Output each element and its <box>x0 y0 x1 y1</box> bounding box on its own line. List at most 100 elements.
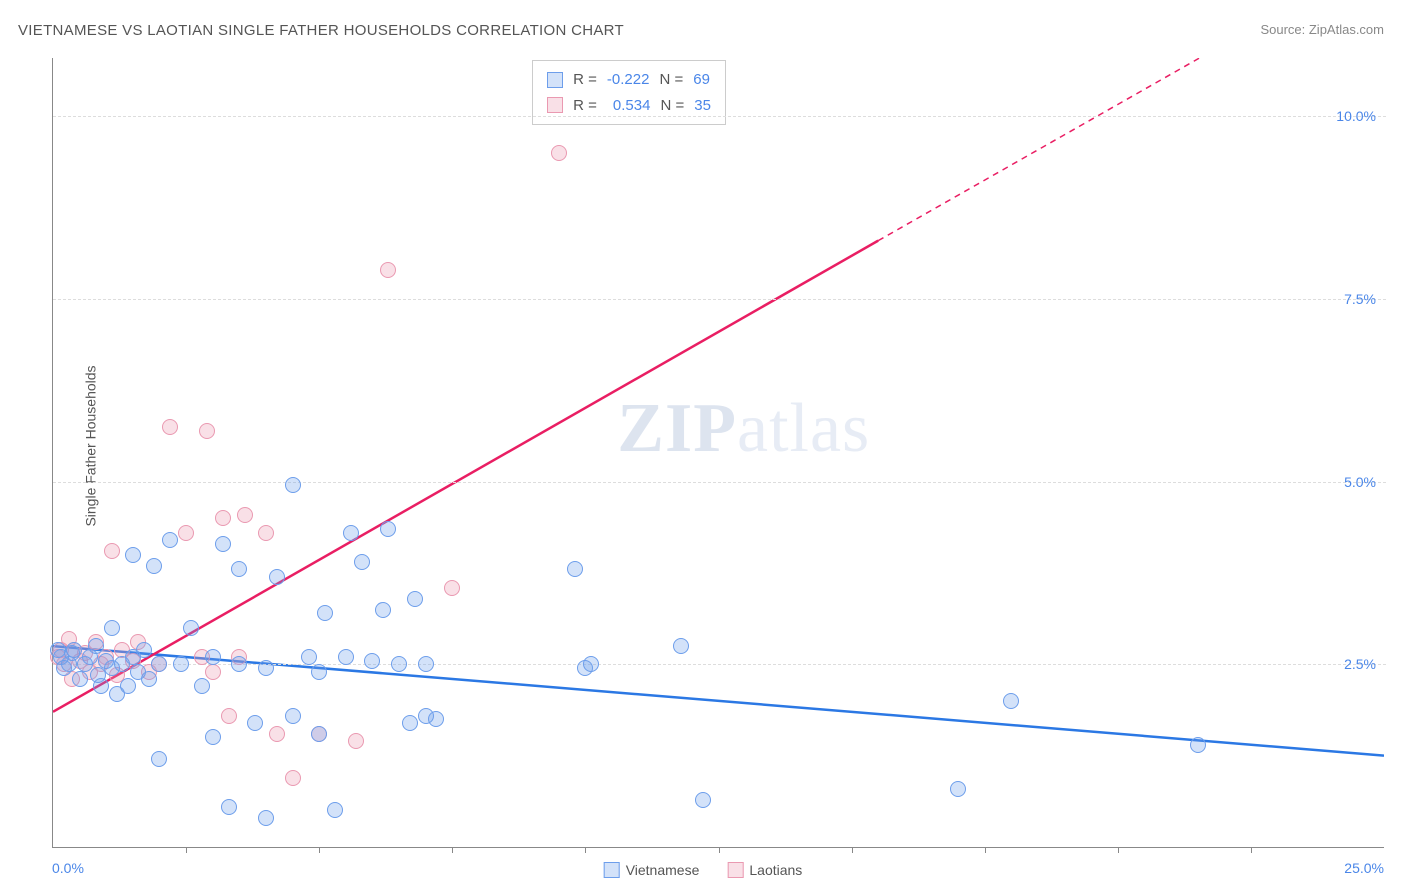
chart-title: VIETNAMESE VS LAOTIAN SINGLE FATHER HOUS… <box>18 22 624 39</box>
data-point <box>93 678 109 694</box>
data-point <box>88 638 104 654</box>
data-point <box>173 656 189 672</box>
legend-label-laotians: Laotians <box>749 862 802 878</box>
data-point <box>125 547 141 563</box>
data-point <box>151 656 167 672</box>
data-point <box>375 602 391 618</box>
x-tick <box>719 847 720 853</box>
data-point <box>146 558 162 574</box>
stats-row-vietnamese: R = -0.222 N = 69 <box>547 67 711 93</box>
data-point <box>205 729 221 745</box>
data-point <box>205 649 221 665</box>
data-point <box>231 561 247 577</box>
data-point <box>183 620 199 636</box>
swatch-vietnamese <box>604 862 620 878</box>
data-point <box>205 664 221 680</box>
r-value-laotians: 0.534 <box>607 93 651 119</box>
x-tick <box>452 847 453 853</box>
data-point <box>136 642 152 658</box>
x-tick <box>985 847 986 853</box>
data-point <box>583 656 599 672</box>
source-prefix: Source: <box>1260 22 1308 37</box>
gridline <box>53 299 1386 300</box>
x-axis-max-label: 25.0% <box>1344 860 1384 876</box>
watermark-bold: ZIP <box>617 390 737 467</box>
x-tick <box>1118 847 1119 853</box>
data-point <box>380 521 396 537</box>
scatter-chart: ZIPatlas R = -0.222 N = 69 R = 0.534 N =… <box>52 58 1384 848</box>
data-point <box>354 554 370 570</box>
data-point <box>231 656 247 672</box>
x-tick <box>585 847 586 853</box>
data-point <box>104 620 120 636</box>
data-point <box>673 638 689 654</box>
data-point <box>194 678 210 694</box>
regression-line <box>53 646 1384 756</box>
regression-line <box>53 241 878 712</box>
data-point <box>120 678 136 694</box>
r-label: R = <box>573 93 597 119</box>
data-point <box>215 510 231 526</box>
data-point <box>380 262 396 278</box>
data-point <box>258 525 274 541</box>
data-point <box>66 642 82 658</box>
stats-row-laotians: R = 0.534 N = 35 <box>547 93 711 119</box>
data-point <box>407 591 423 607</box>
gridline <box>53 482 1386 483</box>
y-tick-label: 2.5% <box>1344 656 1376 672</box>
data-point <box>285 708 301 724</box>
correlation-stats-box: R = -0.222 N = 69 R = 0.534 N = 35 <box>532 60 726 125</box>
data-point <box>301 649 317 665</box>
x-tick <box>1251 847 1252 853</box>
gridline <box>53 116 1386 117</box>
data-point <box>72 671 88 687</box>
data-point <box>1003 693 1019 709</box>
data-point <box>327 802 343 818</box>
data-point <box>402 715 418 731</box>
data-point <box>269 569 285 585</box>
data-point <box>311 664 327 680</box>
data-point <box>285 770 301 786</box>
data-point <box>221 708 237 724</box>
data-point <box>343 525 359 541</box>
data-point <box>348 733 364 749</box>
legend-label-vietnamese: Vietnamese <box>626 862 700 878</box>
data-point <box>444 580 460 596</box>
watermark: ZIPatlas <box>617 389 870 469</box>
y-tick-label: 5.0% <box>1344 474 1376 490</box>
y-tick-label: 10.0% <box>1336 108 1376 124</box>
r-label: R = <box>573 67 597 93</box>
n-label: N = <box>660 93 684 119</box>
data-point <box>269 726 285 742</box>
data-point <box>311 726 327 742</box>
data-point <box>258 660 274 676</box>
swatch-laotians <box>727 862 743 878</box>
r-value-vietnamese: -0.222 <box>607 67 650 93</box>
data-point <box>221 799 237 815</box>
data-point <box>104 543 120 559</box>
data-point <box>178 525 194 541</box>
data-point <box>199 423 215 439</box>
data-point <box>567 561 583 577</box>
y-tick-label: 7.5% <box>1344 291 1376 307</box>
data-point <box>551 145 567 161</box>
data-point <box>141 671 157 687</box>
n-value-laotians: 35 <box>694 93 711 119</box>
data-point <box>391 656 407 672</box>
n-label: N = <box>659 67 683 93</box>
x-tick <box>186 847 187 853</box>
data-point <box>364 653 380 669</box>
swatch-laotians <box>547 97 563 113</box>
source-attribution: Source: ZipAtlas.com <box>1260 22 1384 37</box>
data-point <box>1190 737 1206 753</box>
data-point <box>258 810 274 826</box>
gridline <box>53 664 1386 665</box>
regression-line <box>878 58 1251 241</box>
x-tick <box>319 847 320 853</box>
swatch-vietnamese <box>547 72 563 88</box>
legend-item-vietnamese: Vietnamese <box>604 862 700 878</box>
data-point <box>162 419 178 435</box>
data-point <box>428 711 444 727</box>
source-link[interactable]: ZipAtlas.com <box>1309 22 1384 37</box>
data-point <box>215 536 231 552</box>
